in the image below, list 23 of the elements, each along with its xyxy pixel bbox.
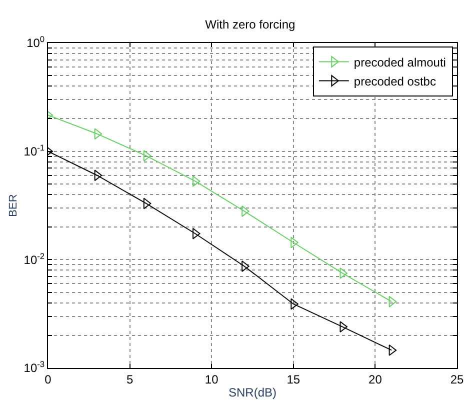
chart-title: With zero forcing (205, 18, 296, 32)
point (192, 228, 200, 240)
point (143, 150, 152, 162)
x-axis-title: SNR(dB) (228, 385, 277, 400)
point (388, 296, 397, 308)
point (388, 344, 397, 356)
y-tick-label: 10$^{-3}$ (24, 359, 45, 376)
x-tick-label: 10 (204, 372, 219, 386)
legend-label: precoded almouti (354, 55, 446, 70)
legend-label: precoded ostbc (354, 74, 436, 88)
y-tick-label: 10$^{-1}$ (24, 142, 45, 159)
y-axis-title: BER (7, 194, 20, 217)
x-tick-label: 0 (44, 372, 52, 386)
y-tick-label: 10$^{0}$ (26, 34, 45, 50)
x-tick-label: 25 (450, 372, 464, 386)
x-tick-label: 5 (126, 372, 134, 386)
point (94, 170, 102, 182)
x-tick-label: 15 (286, 372, 300, 386)
point (192, 176, 200, 187)
x-tick-label: 20 (368, 372, 382, 386)
y-tick-label: 10$^{-2}$ (24, 250, 45, 267)
point (143, 198, 152, 210)
point (94, 128, 102, 140)
